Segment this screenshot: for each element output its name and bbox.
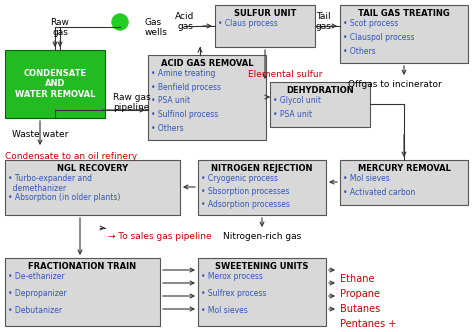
Text: • Amine treating: • Amine treating bbox=[151, 69, 215, 78]
Text: FRACTIONATION TRAIN: FRACTIONATION TRAIN bbox=[28, 262, 137, 271]
Bar bbox=[340, 5, 468, 63]
Text: Raw gas
pipeline: Raw gas pipeline bbox=[113, 93, 151, 113]
Text: • PSA unit: • PSA unit bbox=[273, 110, 312, 119]
Text: • De-ethanizer: • De-ethanizer bbox=[8, 272, 64, 281]
Text: Butanes: Butanes bbox=[340, 304, 380, 314]
Text: • Sbsorption processes: • Sbsorption processes bbox=[201, 187, 290, 196]
Text: • Absorption (in older plants): • Absorption (in older plants) bbox=[8, 193, 120, 202]
Text: • Scot process: • Scot process bbox=[343, 19, 398, 28]
Text: • Others: • Others bbox=[343, 46, 375, 55]
Text: NITROGEN REJECTION: NITROGEN REJECTION bbox=[211, 164, 313, 173]
Bar bbox=[215, 5, 315, 47]
Text: DEHYDRATION: DEHYDRATION bbox=[286, 86, 354, 95]
Text: Tail
gas: Tail gas bbox=[315, 12, 331, 32]
Text: Propane: Propane bbox=[340, 289, 380, 299]
Text: • Claus process: • Claus process bbox=[218, 19, 278, 28]
Text: • Cryogenic process: • Cryogenic process bbox=[201, 174, 278, 183]
Bar bbox=[5, 258, 160, 326]
Text: Pentanes +: Pentanes + bbox=[340, 319, 396, 329]
Bar bbox=[270, 82, 370, 127]
Bar bbox=[148, 55, 266, 140]
Text: • Depropanizer: • Depropanizer bbox=[8, 289, 67, 298]
Text: NGL RECOVERY: NGL RECOVERY bbox=[57, 164, 128, 173]
Circle shape bbox=[112, 14, 128, 30]
Text: TAIL GAS TREATING: TAIL GAS TREATING bbox=[358, 9, 450, 18]
Text: Condensate to an oil refinery: Condensate to an oil refinery bbox=[5, 152, 137, 161]
Text: SWEETENING UNITS: SWEETENING UNITS bbox=[215, 262, 309, 271]
Text: • Sulfinol process: • Sulfinol process bbox=[151, 110, 218, 119]
Text: SULFUR UNIT: SULFUR UNIT bbox=[234, 9, 296, 18]
Text: Elemental sulfur: Elemental sulfur bbox=[248, 70, 322, 79]
Text: • Others: • Others bbox=[151, 124, 183, 132]
Text: Offgas to incinerator: Offgas to incinerator bbox=[348, 80, 442, 89]
Text: • Benfield process: • Benfield process bbox=[151, 83, 221, 92]
Text: • Sulfrex process: • Sulfrex process bbox=[201, 289, 266, 298]
Bar bbox=[5, 50, 105, 118]
Text: Raw
gas: Raw gas bbox=[51, 18, 69, 38]
Bar bbox=[198, 258, 326, 326]
Text: • Adsorption processes: • Adsorption processes bbox=[201, 200, 290, 208]
Text: • Turbo-expander and
  demethanizer: • Turbo-expander and demethanizer bbox=[8, 174, 92, 194]
Text: • Glycol unit: • Glycol unit bbox=[273, 96, 321, 105]
Text: • Merox process: • Merox process bbox=[201, 272, 263, 281]
Text: • Debutanizer: • Debutanizer bbox=[8, 306, 62, 315]
Text: • Mol sieves: • Mol sieves bbox=[343, 174, 390, 183]
Text: • Clauspol process: • Clauspol process bbox=[343, 33, 414, 42]
Bar bbox=[340, 160, 468, 205]
Text: • Activated carbon: • Activated carbon bbox=[343, 188, 415, 197]
Bar bbox=[198, 160, 326, 215]
Text: → To sales gas pipeline: → To sales gas pipeline bbox=[108, 232, 211, 241]
Text: Acid
gas: Acid gas bbox=[175, 12, 195, 32]
Bar bbox=[5, 160, 180, 215]
Text: Waste water: Waste water bbox=[12, 130, 68, 139]
Text: Gas
wells: Gas wells bbox=[145, 18, 168, 38]
Text: CONDENSATE
AND
WATER REMOVAL: CONDENSATE AND WATER REMOVAL bbox=[15, 69, 95, 99]
Text: • Mol sieves: • Mol sieves bbox=[201, 306, 248, 315]
Text: Nitrogen-rich gas: Nitrogen-rich gas bbox=[223, 232, 301, 241]
Text: Ethane: Ethane bbox=[340, 274, 374, 284]
Text: • PSA unit: • PSA unit bbox=[151, 96, 190, 105]
Text: ACID GAS REMOVAL: ACID GAS REMOVAL bbox=[161, 59, 253, 68]
Text: MERCURY REMOVAL: MERCURY REMOVAL bbox=[357, 164, 450, 173]
